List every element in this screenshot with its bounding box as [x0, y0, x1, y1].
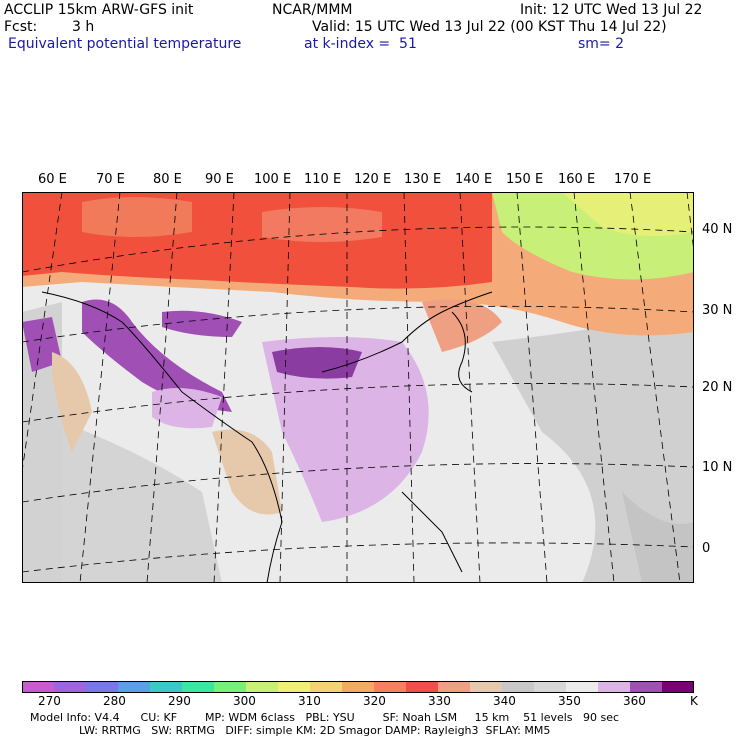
colorbar-swatch — [630, 681, 663, 693]
purple-region-himalaya — [82, 299, 232, 412]
theta-e-map — [22, 192, 694, 583]
latitude-label: 40 N — [702, 222, 733, 237]
colorbar-tick-label: 330 — [428, 694, 451, 708]
init-time: Init: 12 UTC Wed 13 Jul 22 — [520, 2, 703, 18]
latitude-label: 20 N — [702, 380, 733, 395]
longitude-label: 90 E — [205, 172, 234, 187]
colorbar-tick-label: 300 — [233, 694, 256, 708]
tan-region-indochina — [212, 429, 282, 515]
latitude-label: 0 — [702, 541, 711, 556]
colorbar-swatch — [374, 681, 407, 693]
colorbar-swatch — [86, 681, 119, 693]
smoothing-label: sm= 2 — [578, 36, 625, 52]
colorbar-tick-label: 340 — [493, 694, 516, 708]
colorbar-tick-label: 270 — [38, 694, 61, 708]
colorbar-tick-label: 310 — [298, 694, 321, 708]
colorbar-swatch — [278, 681, 311, 693]
org-label: NCAR/MMM — [272, 2, 353, 18]
colorbar-tick-label: 290 — [168, 694, 191, 708]
latitude-label: 30 N — [702, 303, 733, 318]
colorbar-tick-label: 350 — [558, 694, 581, 708]
longitude-label: 170 E — [614, 172, 652, 187]
colorbar-swatch — [246, 681, 279, 693]
colorbar-swatch — [566, 681, 599, 693]
gray-region-indian-ocean — [62, 422, 222, 583]
colorbar-swatch — [406, 681, 439, 693]
light-purple-region-china-sea — [262, 337, 429, 522]
dark-purple-region-tibet — [272, 347, 362, 379]
colorbar-tick-label: 360 — [623, 694, 646, 708]
longitude-label: 110 E — [304, 172, 342, 187]
fcst-value: 3 h — [72, 19, 95, 35]
graticule — [22, 192, 694, 583]
colorbar-swatch — [182, 681, 215, 693]
longitude-label: 130 E — [404, 172, 442, 187]
colorbar-swatch — [150, 681, 183, 693]
tan-region-india — [52, 352, 92, 452]
colorbar-swatch — [470, 681, 503, 693]
colorbar-swatch — [534, 681, 567, 693]
colorbar-tick-label: 280 — [103, 694, 126, 708]
colorbar-swatch — [22, 681, 55, 693]
longitude-label: 80 E — [153, 172, 182, 187]
colorbar-border — [22, 681, 694, 693]
longitude-label: 160 E — [558, 172, 596, 187]
valid-time: Valid: 15 UTC Wed 13 Jul 22 (00 KST Thu … — [312, 19, 667, 35]
colorbar-swatch — [54, 681, 87, 693]
colorbar-swatch — [342, 681, 375, 693]
coastlines — [41, 291, 493, 583]
colorbar-swatch — [214, 681, 247, 693]
longitude-label: 100 E — [254, 172, 292, 187]
light-purple-region-bengal — [152, 388, 222, 429]
colorbar — [22, 681, 694, 693]
colorbar-swatch — [662, 681, 694, 693]
longitude-label: 150 E — [506, 172, 544, 187]
gray-region-southeast — [622, 492, 694, 583]
orange-patch — [262, 207, 382, 242]
colorbar-tick-label: 320 — [363, 694, 386, 708]
colorbar-swatch — [598, 681, 631, 693]
latitude-label: 10 N — [702, 460, 733, 475]
gray-region-west — [22, 302, 62, 583]
map-border — [22, 192, 694, 583]
orange-patch — [82, 197, 192, 237]
model-info-line1: Model Info: V4.4 CU: KF MP: WDM 6class P… — [30, 711, 620, 724]
field-name: Equivalent potential temperature — [8, 36, 242, 52]
purple-region-plateau — [162, 310, 242, 337]
longitude-label: 70 E — [96, 172, 125, 187]
level-label: at k-index = 51 — [304, 36, 417, 52]
colorbar-swatch — [438, 681, 471, 693]
colorbar-unit: K — [690, 694, 698, 708]
longitude-label: 140 E — [455, 172, 493, 187]
model-title: ACCLIP 15km ARW-GFS init — [4, 2, 194, 18]
colorbar-swatch — [310, 681, 343, 693]
yellow-green-patch — [562, 192, 694, 236]
longitude-label: 120 E — [354, 172, 392, 187]
colorbar-swatch — [118, 681, 151, 693]
colorbar-swatch — [502, 681, 535, 693]
fcst-label: Fcst: — [4, 19, 38, 35]
model-info-line2: LW: RRTMG SW: RRTMG DIFF: simple KM: 2D … — [30, 724, 551, 737]
longitude-label: 60 E — [38, 172, 67, 187]
